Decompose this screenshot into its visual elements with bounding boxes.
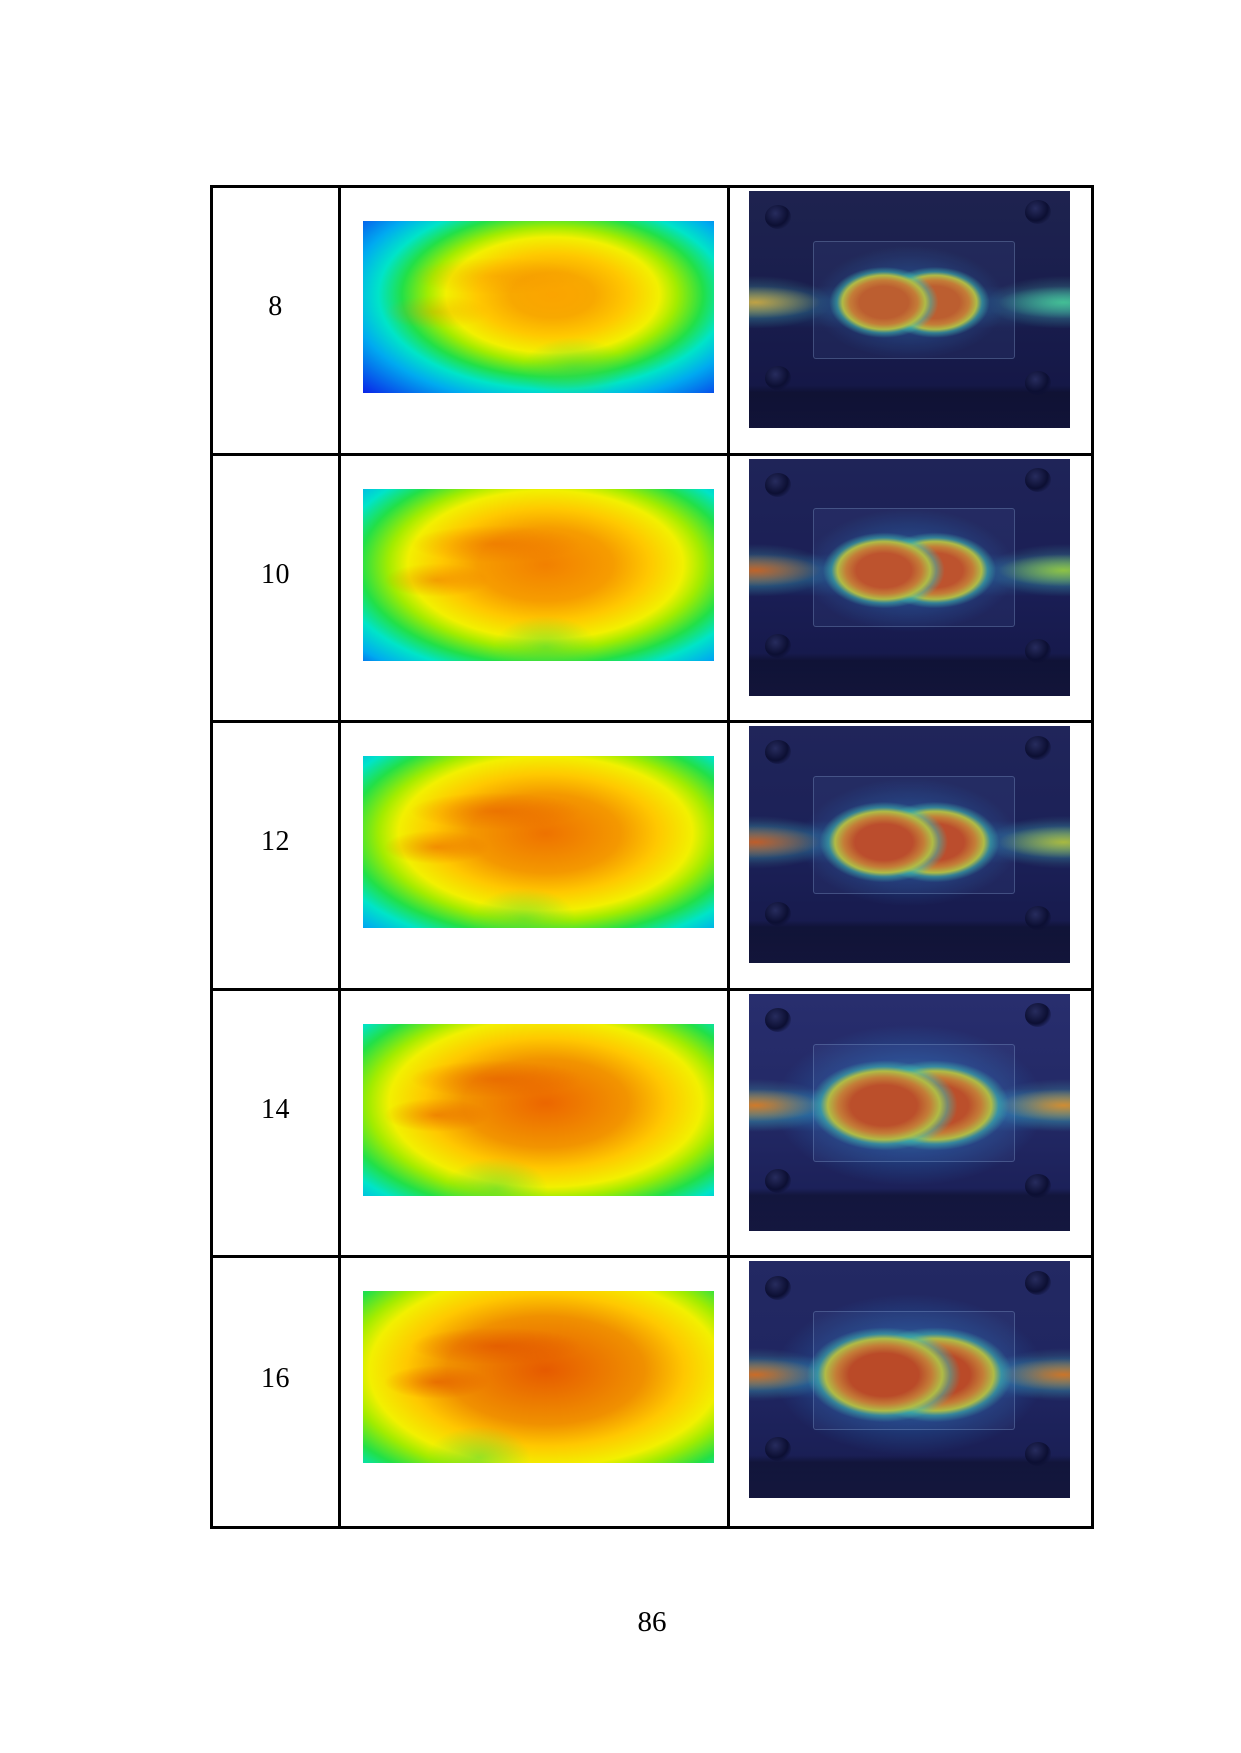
cell-level: 16	[213, 1258, 341, 1526]
thermal-photo-image	[749, 458, 1070, 696]
bolt-icon	[765, 1008, 792, 1033]
cell-experiment	[730, 723, 1091, 988]
row-label: 16	[261, 1363, 290, 1395]
row-label: 14	[261, 1094, 290, 1126]
cell-level: 8	[213, 188, 341, 453]
row-label: 8	[268, 291, 283, 323]
thermal-photo-image	[749, 726, 1070, 964]
page-number: 86	[637, 1606, 667, 1638]
cell-simulation	[341, 990, 730, 1256]
thermal-photo-image	[749, 993, 1070, 1231]
bolt-icon	[1025, 468, 1052, 493]
specimen-plate-outline	[813, 240, 1016, 360]
bolt-icon	[1025, 1270, 1052, 1295]
thermal-photo-image	[749, 191, 1070, 428]
table-row: 14	[213, 990, 1091, 1259]
table-row: 12	[213, 723, 1091, 991]
simulation-heatmap-image	[363, 488, 714, 661]
bolt-icon	[765, 633, 792, 658]
bolt-icon	[765, 1275, 792, 1300]
bolt-icon	[1025, 200, 1052, 225]
bolt-icon	[765, 740, 792, 765]
table-row: 8	[213, 188, 1091, 456]
cell-experiment	[730, 455, 1091, 721]
bolt-icon	[1025, 906, 1052, 931]
simulation-heatmap-image	[363, 1291, 714, 1464]
bolt-icon	[765, 205, 792, 230]
specimen-plate-outline	[813, 1043, 1016, 1163]
bolt-icon	[1025, 1003, 1052, 1028]
results-table: 8 10	[210, 185, 1094, 1529]
bolt-icon	[765, 1169, 792, 1194]
bolt-icon	[765, 472, 792, 497]
bolt-icon	[1025, 1441, 1052, 1466]
simulation-heatmap-image	[363, 1023, 714, 1196]
cell-simulation	[341, 188, 730, 453]
bolt-icon	[1025, 735, 1052, 760]
cell-simulation	[341, 455, 730, 721]
table-row: 16	[213, 1258, 1091, 1526]
row-label: 12	[261, 826, 290, 858]
bolt-icon	[1025, 638, 1052, 663]
cell-level: 10	[213, 455, 341, 721]
cell-level: 12	[213, 723, 341, 988]
simulation-heatmap-image	[363, 221, 714, 393]
cell-level: 14	[213, 990, 341, 1256]
cell-experiment	[730, 1258, 1091, 1526]
specimen-plate-outline	[813, 1311, 1016, 1430]
specimen-plate-outline	[813, 775, 1016, 895]
bolt-icon	[765, 366, 792, 391]
simulation-heatmap-image	[363, 756, 714, 929]
bolt-icon	[1025, 1173, 1052, 1198]
cell-experiment	[730, 990, 1091, 1256]
row-label: 10	[261, 558, 290, 590]
thermal-photo-image	[749, 1261, 1070, 1499]
cell-simulation	[341, 1258, 730, 1526]
cell-experiment	[730, 188, 1091, 453]
table-row: 10	[213, 455, 1091, 724]
bolt-icon	[1025, 371, 1052, 396]
bolt-icon	[765, 901, 792, 926]
bolt-icon	[765, 1436, 792, 1461]
specimen-plate-outline	[813, 508, 1016, 627]
cell-simulation	[341, 723, 730, 988]
